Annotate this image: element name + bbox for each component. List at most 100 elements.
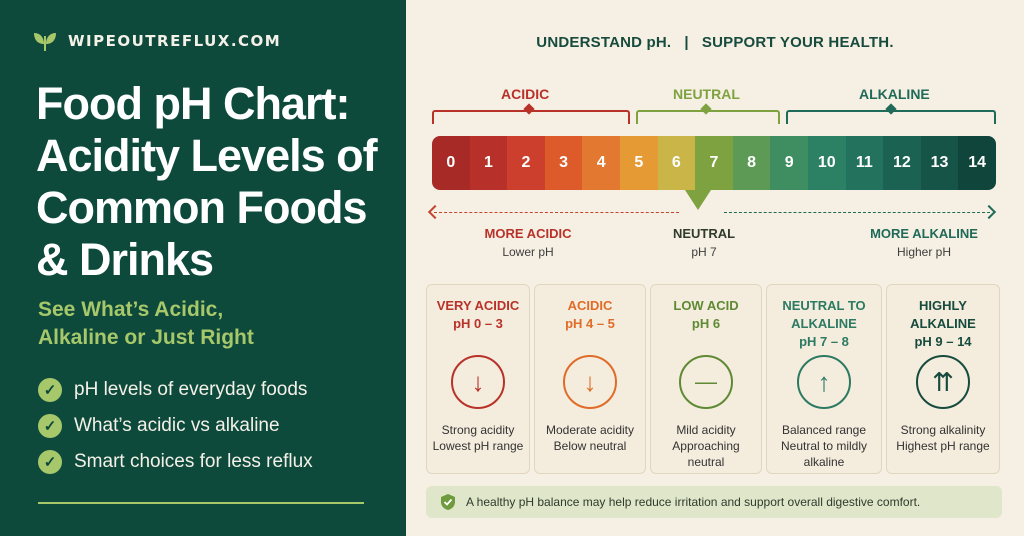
card-title-2: ALKALINE <box>910 316 976 331</box>
card-heading: VERY ACIDIC pH 0 – 3 <box>427 297 529 333</box>
ph-cell-7: 7 <box>695 136 733 190</box>
title-line: & Drinks <box>36 234 214 285</box>
acidic-arrow-line <box>434 212 679 213</box>
ph-cell-12: 12 <box>883 136 921 190</box>
ph-cell-4: 4 <box>582 136 620 190</box>
bracket-marker <box>700 103 712 115</box>
card-low-acid: LOW ACID pH 6 — Mild acidity Approaching… <box>650 284 762 474</box>
bracket-marker <box>523 103 535 115</box>
brand[interactable]: WIPEOUTREFLUX.COM <box>32 30 281 52</box>
card-range: pH 7 – 8 <box>799 334 849 349</box>
card-title: NEUTRAL TO <box>782 298 866 313</box>
arrow-right-icon <box>981 204 997 220</box>
card-highly-alkaline: HIGHLY ALKALINE pH 9 – 14 ⇈ Strong alkal… <box>886 284 1000 474</box>
checklist-item: ✓ Smart choices for less reflux <box>38 444 313 480</box>
page-title: Food pH Chart: Acidity Levels of Common … <box>36 78 396 286</box>
divider <box>38 502 364 504</box>
card-desc-line: Lowest pH range <box>432 439 524 453</box>
title-line: Food pH Chart: <box>36 78 350 129</box>
zone-label-neutral: NEUTRAL <box>673 86 740 102</box>
checklist-item: ✓ pH levels of everyday foods <box>38 372 313 408</box>
bracket-marker <box>885 103 897 115</box>
direction-title: MORE ACIDIC <box>484 226 572 241</box>
ph-cell-5: 5 <box>619 136 658 190</box>
card-heading: HIGHLY ALKALINE pH 9 – 14 <box>887 297 999 351</box>
card-description: Moderate acidity Below neutral <box>535 422 645 454</box>
checklist: ✓ pH levels of everyday foods ✓ What’s a… <box>38 372 313 480</box>
bracket-neutral <box>636 103 780 124</box>
card-range: pH 0 – 3 <box>453 316 503 331</box>
zone-label-alkaline: ALKALINE <box>859 86 930 102</box>
info-note: A healthy pH balance may help reduce irr… <box>426 486 1002 518</box>
check-icon: ✓ <box>38 450 62 474</box>
direction-alkaline: MORE ALKALINE Higher pH <box>864 226 984 259</box>
card-title: LOW ACID <box>673 298 739 313</box>
direction-title: NEUTRAL <box>672 226 736 241</box>
direction-sub: pH 7 <box>691 245 717 259</box>
card-title-2: ALKALINE <box>791 316 857 331</box>
checklist-text: Smart choices for less reflux <box>74 451 313 472</box>
card-desc-line: Moderate acidity <box>545 423 635 437</box>
checklist-item: ✓ What’s acidic vs alkaline <box>38 408 313 444</box>
ph-cell-3: 3 <box>544 136 583 190</box>
arrow-up-icon: ↑ <box>797 355 851 409</box>
ph-cell-0: 0 <box>432 136 470 190</box>
ph-cell-2: 2 <box>507 136 545 190</box>
card-desc-line: Balanced range <box>781 423 867 437</box>
card-desc-line: Strong acidity <box>441 423 515 437</box>
card-title: HIGHLY <box>919 298 967 313</box>
card-acidic: ACIDIC pH 4 – 5 ↓ Moderate acidity Below… <box>534 284 646 474</box>
card-heading: ACIDIC pH 4 – 5 <box>535 297 645 333</box>
card-desc-line: neutral <box>687 455 725 469</box>
title-line: Common Foods <box>36 182 367 233</box>
tagline: UNDERSTAND pH. | SUPPORT YOUR HEALTH. <box>536 34 894 51</box>
title-line: Acidity Levels of <box>36 130 378 181</box>
card-very-acidic: VERY ACIDIC pH 0 – 3 ↓ Strong acidity Lo… <box>426 284 530 474</box>
checklist-text: What’s acidic vs alkaline <box>74 415 280 436</box>
subtitle-line: See What’s Acidic, <box>38 298 224 321</box>
left-panel: WIPEOUTREFLUX.COM Food pH Chart: Acidity… <box>0 0 406 536</box>
card-desc-line: Neutral to mildly <box>780 439 868 453</box>
direction-neutral: NEUTRAL pH 7 <box>654 226 754 259</box>
checklist-text: pH levels of everyday foods <box>74 379 308 400</box>
right-panel: UNDERSTAND pH. | SUPPORT YOUR HEALTH. AC… <box>406 0 1024 536</box>
direction-sub: Higher pH <box>896 245 952 259</box>
check-icon: ✓ <box>38 414 62 438</box>
alkaline-arrow-line <box>724 212 990 213</box>
card-desc-line: Strong alkalinity <box>900 423 986 437</box>
check-icon: ✓ <box>38 378 62 402</box>
arrow-left-icon <box>427 204 443 220</box>
category-cards: VERY ACIDIC pH 0 – 3 ↓ Strong acidity Lo… <box>426 284 1002 474</box>
card-description: Mild acidity Approaching neutral <box>651 422 761 470</box>
card-range: pH 9 – 14 <box>914 334 972 349</box>
ph-scale: 0 1 2 3 4 5 6 7 8 9 10 11 12 13 14 <box>432 136 996 190</box>
ph-cell-10: 10 <box>807 136 846 190</box>
ph-cell-9: 9 <box>770 136 808 190</box>
subtitle-line: Alkaline or Just Right <box>38 326 254 349</box>
card-desc-line: Below neutral <box>553 439 627 453</box>
double-arrow-up-icon: ⇈ <box>916 355 970 409</box>
card-desc-line: Mild acidity <box>676 423 736 437</box>
direction-sub: Lower pH <box>502 245 554 259</box>
card-desc-line: Approaching <box>672 439 740 453</box>
bracket-alkaline <box>786 103 996 124</box>
brand-name: WIPEOUTREFLUX.COM <box>68 32 282 50</box>
card-title: ACIDIC <box>567 298 613 313</box>
neutral-pointer <box>685 190 711 210</box>
direction-acidic: MORE ACIDIC Lower pH <box>468 226 588 259</box>
subtitle: See What’s Acidic, Alkaline or Just Righ… <box>38 296 368 352</box>
bracket-acidic <box>432 103 630 124</box>
card-description: Balanced range Neutral to mildly alkalin… <box>767 422 881 470</box>
card-description: Strong acidity Lowest pH range <box>427 422 529 454</box>
card-range: pH 6 <box>691 316 721 331</box>
ph-cell-14: 14 <box>958 136 996 190</box>
card-neutral-to-alkaline: NEUTRAL TO ALKALINE pH 7 – 8 ↑ Balanced … <box>766 284 882 474</box>
ph-cell-8: 8 <box>732 136 771 190</box>
zone-label-acidic: ACIDIC <box>501 86 550 102</box>
card-heading: LOW ACID pH 6 <box>651 297 761 333</box>
card-desc-line: Highest pH range <box>896 439 990 453</box>
arrow-down-icon: ↓ <box>563 355 617 409</box>
ph-cell-6: 6 <box>657 136 696 190</box>
card-description: Strong alkalinity Highest pH range <box>887 422 999 454</box>
ph-cell-13: 13 <box>920 136 959 190</box>
